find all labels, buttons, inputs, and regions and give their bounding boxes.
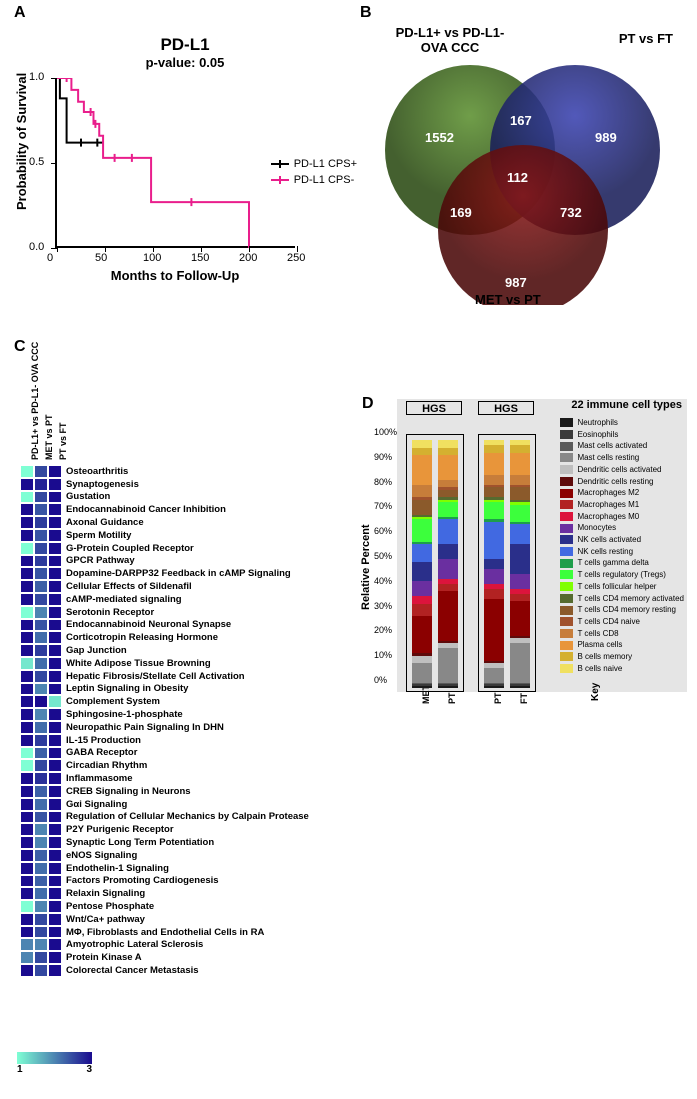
venn-label-metpt: MET vs PT [475, 292, 541, 307]
stack-legend-title: 22 immune cell types [571, 399, 682, 411]
panel-a-label: A [14, 4, 26, 22]
km-legend: PD-L1 CPS+PD-L1 CPS- [271, 156, 357, 188]
km-svg [57, 78, 297, 248]
km-axes: PD-L1 CPS+PD-L1 CPS- 0.00.51.00501001502… [55, 78, 295, 248]
venn-label-ptft: PT vs FT [619, 31, 673, 46]
km-title: PD-L1 [20, 35, 350, 55]
panel-c-heatmap: PD-L1+ vs PD-L1- OVA CCCMET vs PTPT vs F… [12, 335, 352, 1075]
stack-legend: NeutrophilsEosinophilsMast cells activat… [560, 417, 684, 674]
km-ylabel: Probability of Survival [14, 73, 29, 210]
panel-b-venn: PD-L1+ vs PD-L1- OVA CCC PT vs FT MET vs… [365, 25, 685, 305]
heatmap-legend-bar [17, 1052, 92, 1064]
heatmap-grid: OsteoarthritisSynaptogenesisGustationEnd… [20, 465, 309, 977]
panel-a-km-plot: PD-L1 p-value: 0.05 Probability of Survi… [20, 25, 350, 300]
km-xlabel: Months to Follow-Up [55, 268, 295, 283]
panel-b-label: B [360, 4, 372, 22]
stack-key-label: Key [590, 683, 601, 701]
heatmap-legend-max: 3 [86, 1064, 92, 1075]
heatmap-legend: 1 3 [17, 1052, 92, 1075]
venn-label-pdl1-line1: PD-L1+ vs PD-L1- [396, 25, 505, 40]
heatmap-legend-min: 1 [17, 1064, 23, 1075]
km-subtitle: p-value: 0.05 [20, 55, 350, 70]
stack-ylabel: Relative Percent [360, 524, 372, 610]
panel-d-stacked-bars: Relative Percent 0%10%20%30%40%50%60%70%… [370, 395, 690, 740]
figure-root: A B C D PD-L1 p-value: 0.05 Probability … [0, 0, 697, 1099]
